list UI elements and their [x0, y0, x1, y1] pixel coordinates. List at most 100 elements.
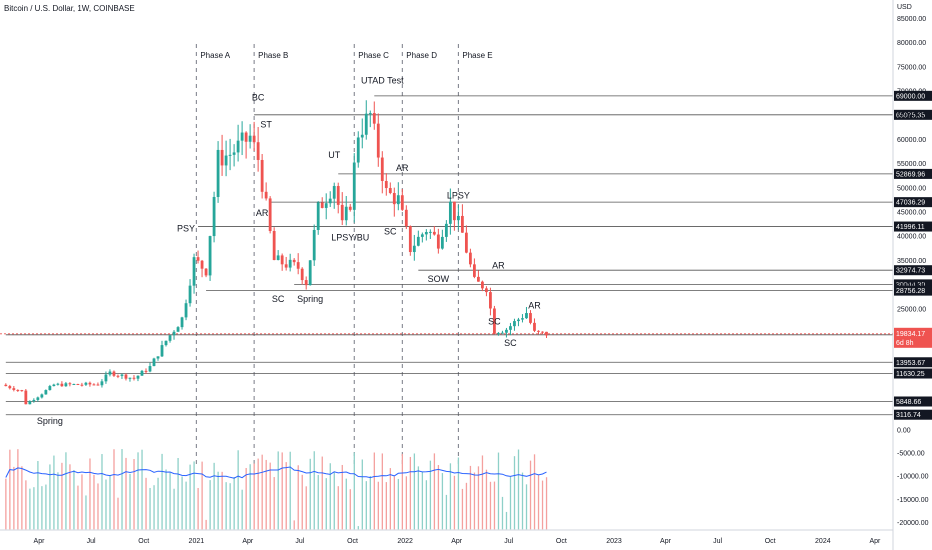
- candle-body[interactable]: [412, 245, 416, 253]
- candle-body[interactable]: [432, 231, 436, 235]
- candle-body[interactable]: [308, 260, 312, 286]
- candle-body[interactable]: [501, 332, 504, 334]
- candle-body[interactable]: [404, 209, 408, 227]
- candle-body[interactable]: [456, 215, 460, 221]
- candle-body[interactable]: [124, 374, 128, 379]
- candle-body[interactable]: [424, 232, 428, 235]
- candle-body[interactable]: [144, 370, 148, 372]
- candle-body[interactable]: [344, 206, 348, 221]
- candle-body[interactable]: [260, 159, 264, 192]
- candle-body[interactable]: [444, 223, 448, 237]
- candle-body[interactable]: [96, 384, 100, 386]
- candle-body[interactable]: [216, 149, 220, 197]
- candle-body[interactable]: [56, 383, 60, 385]
- candle-body[interactable]: [360, 134, 364, 138]
- candle-body[interactable]: [44, 390, 48, 395]
- candle-body[interactable]: [180, 317, 184, 328]
- candle-body[interactable]: [521, 318, 524, 320]
- candle-body[interactable]: [392, 192, 396, 205]
- candle-body[interactable]: [324, 203, 328, 208]
- candle-body[interactable]: [493, 308, 496, 334]
- candle-body[interactable]: [48, 386, 52, 391]
- candle-body[interactable]: [232, 152, 236, 155]
- candle-body[interactable]: [148, 366, 152, 372]
- candle-body[interactable]: [368, 113, 372, 115]
- candle-body[interactable]: [332, 186, 336, 199]
- candle-body[interactable]: [168, 335, 172, 341]
- candle-body[interactable]: [304, 280, 308, 286]
- candle-body[interactable]: [364, 113, 368, 135]
- candle-body[interactable]: [28, 401, 32, 405]
- candle-body[interactable]: [240, 132, 244, 141]
- candle-body[interactable]: [220, 149, 224, 166]
- candle-body[interactable]: [372, 113, 376, 124]
- candle-body[interactable]: [16, 389, 20, 391]
- candle-body[interactable]: [472, 264, 476, 277]
- candle-body[interactable]: [8, 386, 12, 389]
- candle-body[interactable]: [256, 142, 260, 160]
- candle-body[interactable]: [128, 377, 132, 379]
- candle-body[interactable]: [477, 276, 480, 282]
- candle-body[interactable]: [192, 257, 196, 286]
- candle-body[interactable]: [208, 236, 212, 276]
- candle-body[interactable]: [468, 252, 472, 265]
- candle-body[interactable]: [272, 231, 276, 261]
- candle-body[interactable]: [517, 319, 520, 322]
- candle-body[interactable]: [164, 340, 168, 346]
- candle-body[interactable]: [388, 188, 392, 193]
- candle-body[interactable]: [152, 358, 156, 367]
- candle-body[interactable]: [228, 154, 232, 156]
- candle-body[interactable]: [376, 123, 380, 158]
- candle-body[interactable]: [52, 384, 56, 387]
- candle-body[interactable]: [12, 388, 16, 390]
- candle-body[interactable]: [32, 399, 36, 402]
- candle-body[interactable]: [196, 257, 200, 261]
- candle-body[interactable]: [380, 157, 384, 181]
- candle-body[interactable]: [529, 313, 532, 323]
- candle-body[interactable]: [485, 288, 488, 293]
- candle-body[interactable]: [396, 195, 400, 205]
- candle-body[interactable]: [40, 394, 44, 398]
- candle-body[interactable]: [244, 132, 248, 142]
- candle-body[interactable]: [24, 390, 28, 405]
- candle-body[interactable]: [252, 135, 256, 143]
- candle-body[interactable]: [545, 331, 548, 336]
- candle-body[interactable]: [64, 383, 68, 387]
- candle-body[interactable]: [112, 371, 116, 376]
- candle-body[interactable]: [60, 383, 64, 387]
- candle-body[interactable]: [280, 255, 284, 265]
- candle-body[interactable]: [312, 229, 316, 261]
- candle-body[interactable]: [224, 155, 228, 166]
- candle-body[interactable]: [296, 262, 300, 269]
- candle-body[interactable]: [132, 377, 136, 379]
- candle-body[interactable]: [356, 137, 360, 163]
- candle-body[interactable]: [509, 326, 512, 330]
- candle-body[interactable]: [136, 375, 140, 379]
- candle-body[interactable]: [88, 382, 92, 385]
- candle-body[interactable]: [300, 268, 304, 281]
- candle-body[interactable]: [156, 356, 160, 359]
- candle-body[interactable]: [541, 331, 544, 333]
- candle-body[interactable]: [452, 201, 456, 221]
- candle-body[interactable]: [481, 281, 484, 289]
- candle-body[interactable]: [268, 198, 272, 232]
- candle-body[interactable]: [248, 135, 252, 142]
- candle-body[interactable]: [400, 195, 404, 210]
- candle-body[interactable]: [4, 384, 8, 387]
- candle-body[interactable]: [460, 215, 464, 233]
- candle-body[interactable]: [525, 313, 528, 319]
- candle-body[interactable]: [328, 198, 332, 204]
- candle-body[interactable]: [316, 202, 320, 230]
- candle-body[interactable]: [140, 370, 144, 376]
- candle-body[interactable]: [428, 231, 432, 233]
- candle-body[interactable]: [264, 191, 268, 199]
- candle-body[interactable]: [108, 371, 112, 375]
- candle-body[interactable]: [172, 331, 176, 336]
- candle-body[interactable]: [537, 330, 540, 332]
- candle-body[interactable]: [416, 236, 420, 246]
- candle-body[interactable]: [352, 162, 356, 210]
- candle-body[interactable]: [448, 201, 452, 224]
- candle-body[interactable]: [436, 234, 440, 249]
- candle-body[interactable]: [276, 255, 280, 261]
